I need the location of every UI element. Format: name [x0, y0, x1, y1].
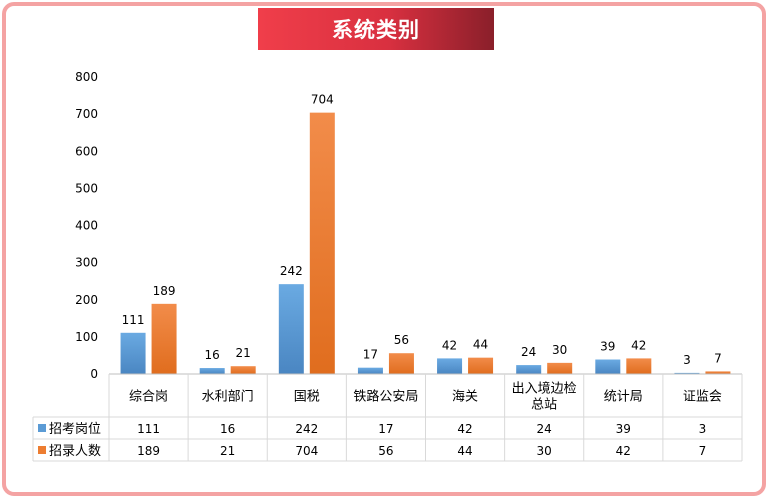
table-cell: 42: [616, 444, 631, 458]
data-label: 30: [552, 343, 567, 357]
bar: [674, 372, 700, 374]
x-tick-label: 综合岗: [129, 390, 168, 405]
x-tick-label: 水利部门: [202, 390, 254, 405]
data-label: 24: [521, 345, 536, 359]
chart-title: 系统类别: [258, 8, 494, 50]
bar: [278, 284, 304, 374]
data-label: 44: [473, 338, 488, 352]
x-tick-label: 证监会: [683, 390, 722, 405]
y-tick-label: 0: [90, 367, 98, 381]
data-label: 21: [236, 346, 251, 360]
bar: [151, 303, 177, 374]
data-label: 56: [394, 333, 409, 347]
y-tick-label: 100: [75, 330, 98, 344]
table-cell: 56: [378, 444, 393, 458]
y-tick-label: 200: [75, 293, 98, 307]
legend-label: 招考岗位: [49, 422, 101, 437]
bar: [516, 365, 542, 374]
table-cell: 30: [537, 444, 552, 458]
table-cell: 242: [295, 422, 318, 436]
legend-label: 招录人数: [49, 444, 101, 459]
data-label: 42: [442, 338, 457, 352]
y-tick-label: 800: [75, 70, 98, 84]
table-cell: 3: [699, 422, 707, 436]
bar: [468, 357, 494, 374]
x-tick-label: 国税: [294, 390, 320, 405]
table-cell: 189: [137, 444, 160, 458]
bar: [230, 366, 256, 374]
bar: [199, 368, 225, 374]
x-tick-label: 海关: [452, 390, 478, 405]
legend-swatch: [38, 446, 46, 454]
legend-swatch: [38, 424, 46, 432]
bar: [595, 359, 621, 374]
table-cell: 7: [699, 444, 707, 458]
x-tick-label: 统计局: [604, 390, 643, 405]
data-label: 111: [122, 313, 145, 327]
y-tick-label: 400: [75, 219, 98, 233]
data-label: 242: [280, 264, 303, 278]
table-cell: 17: [378, 422, 393, 436]
table-cell: 44: [457, 444, 472, 458]
bar: [626, 358, 652, 374]
table-cell: 111: [137, 422, 160, 436]
data-label: 3: [683, 353, 691, 367]
data-label: 7: [714, 351, 722, 365]
bar: [547, 362, 573, 374]
bar: [705, 371, 731, 374]
bar: [357, 367, 383, 374]
data-label: 16: [205, 348, 220, 362]
data-label: 189: [153, 284, 176, 298]
x-tick-label: 总站: [531, 398, 557, 413]
table-cell: 16: [220, 422, 235, 436]
data-label: 42: [631, 338, 646, 352]
data-label: 704: [311, 93, 334, 107]
y-tick-label: 300: [75, 256, 98, 270]
bar: [120, 332, 146, 374]
table-cell: 39: [616, 422, 631, 436]
y-tick-label: 500: [75, 181, 98, 195]
x-tick-label: 铁路公安局: [353, 389, 418, 405]
bar: [309, 112, 335, 374]
x-tick-label: 出入境边检: [512, 382, 577, 397]
y-tick-label: 600: [75, 144, 98, 158]
table-cell: 704: [295, 444, 318, 458]
bar: [437, 358, 463, 374]
table-cell: 24: [537, 422, 552, 436]
table-cell: 42: [457, 422, 472, 436]
bar: [388, 353, 414, 374]
y-tick-label: 700: [75, 107, 98, 121]
data-label: 17: [363, 348, 378, 362]
data-label: 39: [600, 340, 615, 354]
table-cell: 21: [220, 444, 235, 458]
